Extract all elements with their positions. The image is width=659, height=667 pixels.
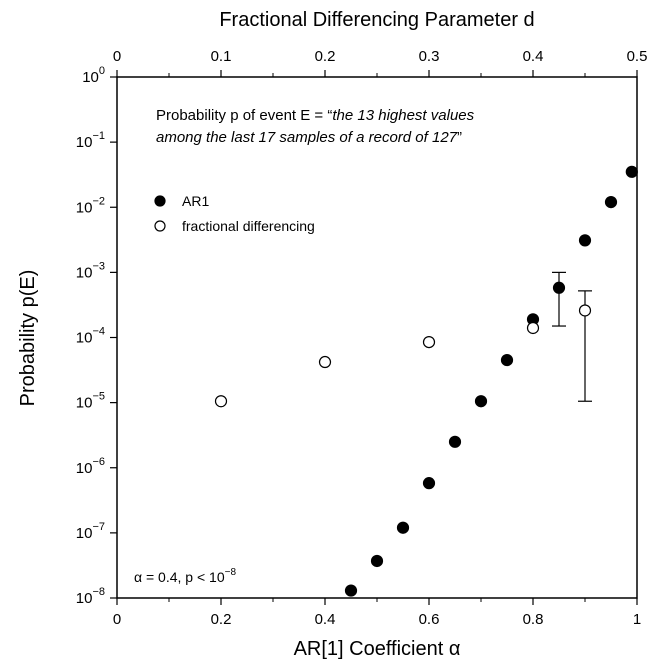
y-tick-base: 10 — [76, 264, 93, 281]
y-tick-base: 10 — [76, 460, 93, 477]
y-tick-base: 10 — [76, 199, 93, 216]
point-ar1 — [370, 554, 384, 568]
y-tick-label: 10−5 — [76, 391, 105, 412]
axes: 0 0.2 0.4 0.6 0.8 10 0.1 0.2 0.3 0.4 0.510010−110−… — [76, 48, 648, 628]
y-tick-exponent: −2 — [92, 195, 105, 207]
y-tick-label: 10−3 — [76, 260, 105, 281]
y-tick-label: 10−6 — [76, 456, 105, 477]
y-tick-exponent: −4 — [92, 326, 105, 338]
annotation-line-1-italic: the 13 highest values — [332, 107, 474, 124]
footnote-text: α = 0.4, p < 10 — [134, 569, 225, 585]
y-tick-label: 100 — [82, 65, 105, 86]
point-ar1 — [448, 435, 462, 448]
annotation-suffix: ” — [457, 129, 462, 146]
series-layer — [214, 165, 638, 597]
point-ar1 — [422, 477, 436, 490]
y-tick-label: 10−4 — [76, 326, 105, 347]
point-ar1 — [500, 353, 514, 367]
annotation-prefix: Probability p of event E = “ — [156, 107, 332, 124]
x2-tick-label: 0.2 — [315, 48, 336, 65]
point-ar1 — [396, 521, 410, 534]
point-ar1 — [604, 195, 618, 209]
point-ar1 — [552, 281, 566, 294]
y-tick-exponent: −5 — [92, 391, 105, 403]
x-tick-label: 0.8 — [523, 611, 544, 628]
y-tick-exponent: −7 — [92, 521, 105, 533]
point-fractional-differencing — [526, 321, 540, 335]
y-tick-exponent: 0 — [99, 65, 105, 77]
y-tick-label: 10−2 — [76, 195, 105, 216]
y-tick-base: 10 — [76, 395, 93, 412]
x2-tick-label: 0.1 — [211, 48, 232, 65]
y-tick-label: 10−1 — [76, 130, 105, 151]
footnote-exponent: −8 — [225, 567, 237, 578]
y-tick-exponent: −1 — [92, 130, 105, 142]
y-tick-base: 10 — [76, 590, 93, 607]
y-tick-exponent: −6 — [92, 456, 105, 468]
x-tick-label: 0.4 — [315, 611, 336, 628]
point-fractional-differencing — [578, 304, 592, 317]
y-tick-base: 10 — [76, 330, 93, 347]
x-axis-title: AR[1] Coefficient α — [294, 638, 461, 660]
y-axis-title: Probability p(E) — [17, 270, 39, 407]
y-tick-base: 10 — [82, 69, 99, 86]
point-fractional-differencing — [214, 395, 228, 408]
legend-label-ar1: AR1 — [182, 193, 209, 209]
point-ar1 — [344, 584, 358, 597]
annotation-line-2: among the last 17 samples of a record of… — [156, 129, 462, 146]
annotation: Probability p of event E = “the 13 highe… — [156, 107, 475, 146]
y-tick-base: 10 — [76, 525, 93, 542]
y-tick-label: 10−7 — [76, 521, 105, 542]
x2-tick-label: 0.5 — [627, 48, 648, 65]
plot-area — [116, 76, 638, 599]
y-tick-exponent: −8 — [92, 586, 105, 598]
legend: AR1 fractional differencing — [154, 193, 315, 234]
x-tick-label: 0.6 — [419, 611, 440, 628]
legend-marker-fractional-differencing — [154, 220, 166, 232]
point-ar1 — [625, 165, 638, 178]
point-ar1 — [578, 234, 592, 247]
y-tick-exponent: −3 — [92, 260, 105, 272]
legend-label-fractional-differencing: fractional differencing — [182, 218, 315, 234]
x-tick-label: 1 — [633, 611, 641, 628]
legend-marker-ar1 — [154, 195, 166, 207]
point-fractional-differencing — [422, 335, 436, 349]
point-fractional-differencing — [318, 355, 332, 369]
top-axis-title: Fractional Differencing Parameter d — [219, 9, 534, 31]
y-tick-base: 10 — [76, 134, 93, 151]
annotation-line-1: Probability p of event E = “the 13 highe… — [156, 107, 475, 124]
x2-tick-label: 0.4 — [523, 48, 544, 65]
x-tick-label: 0 — [113, 611, 121, 628]
plot-frame — [116, 76, 638, 599]
footnote: α = 0.4, p < 10−8 — [134, 567, 236, 585]
y-tick-label: 10−8 — [76, 586, 105, 607]
annotation-line-2-italic: among the last 17 samples of a record of… — [156, 129, 458, 146]
x2-tick-label: 0.3 — [419, 48, 440, 65]
x-tick-label: 0.2 — [211, 611, 232, 628]
x2-tick-label: 0 — [113, 48, 121, 65]
point-ar1 — [474, 395, 488, 408]
